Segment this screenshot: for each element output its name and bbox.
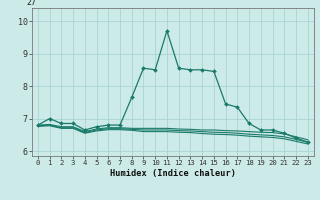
X-axis label: Humidex (Indice chaleur): Humidex (Indice chaleur) xyxy=(110,169,236,178)
Text: 27: 27 xyxy=(26,0,36,7)
